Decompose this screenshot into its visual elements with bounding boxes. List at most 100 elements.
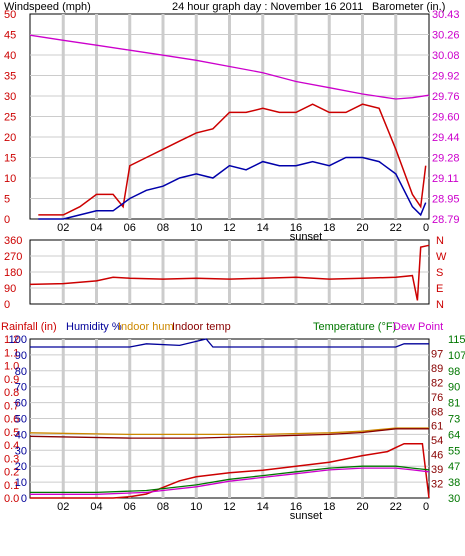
indoor-temp-tick-label: 68 <box>431 406 443 418</box>
compass-label: E <box>436 283 443 295</box>
barometer-tick-label: 30.26 <box>432 30 460 42</box>
humidity-tick-label: 20 <box>15 461 27 473</box>
windspeed-line <box>38 103 427 216</box>
humidity-tick-label: 80 <box>15 366 27 378</box>
indoor-temp-tick-label: 76 <box>431 392 443 404</box>
rainfall-tick-label: 0.9 <box>4 374 19 386</box>
wind-direction-line <box>29 244 430 301</box>
hour-tick-label: 18 <box>323 501 335 513</box>
temperature-tick-label: 64 <box>448 429 460 441</box>
indoor-temp-tick-label: 61 <box>431 421 443 433</box>
graph-title: 24 hour graph day : November 16 2011 <box>172 1 363 13</box>
rainfall-tick-label: 0.0 <box>4 493 19 505</box>
barometer-tick-label: 28.95 <box>432 194 460 206</box>
humidity-tick-label: 70 <box>15 382 27 394</box>
barometer-tick-label: 30.08 <box>432 50 460 62</box>
humidity-tick-label: 0 <box>21 493 27 505</box>
barometer-tick-label: 30.43 <box>432 9 460 21</box>
rainfall-tick-label: 0.7 <box>4 400 19 412</box>
windspeed-tick-label: 25 <box>4 112 16 124</box>
barometer-tick-label: 29.11 <box>432 173 459 185</box>
hour-tick-label: 04 <box>90 501 102 513</box>
direction-tick-label: 270 <box>4 251 22 263</box>
legend-temperature: Temperature (°F) <box>313 321 396 333</box>
rainfall-tick-label: 1.1 <box>4 347 19 359</box>
indoor-temp-tick-label: 97 <box>431 348 443 360</box>
barometer-tick-label: 29.60 <box>432 112 460 124</box>
series-layer <box>29 34 430 499</box>
hour-tick-label: 02 <box>57 501 69 513</box>
windspeed-tick-label: 50 <box>4 9 16 21</box>
hour-tick-label: 14 <box>257 501 269 513</box>
compass-label: S <box>436 267 443 279</box>
indoor-temp-tick-label: 46 <box>431 450 443 462</box>
temperature-tick-label: 107 <box>448 350 465 362</box>
indoor-temp-tick-label: 39 <box>431 464 443 476</box>
hour-tick-label: 08 <box>157 501 169 513</box>
windspeed-tick-label: 40 <box>4 50 16 62</box>
legend-rainfall: Rainfall (in) <box>1 321 57 333</box>
indoor-humidity-line <box>29 427 429 436</box>
temperature-tick-label: 38 <box>448 477 460 489</box>
legend-dew-point: Dew Point <box>393 321 443 333</box>
rainfall-tick-label: 0.1 <box>4 480 19 492</box>
humidity-tick-label: 50 <box>15 414 27 426</box>
wind-axis-title: Windspeed (mph) <box>4 1 91 13</box>
direction-tick-label: 180 <box>4 267 22 279</box>
hour-tick-label: 16 <box>290 222 302 234</box>
rainfall-tick-label: 0.3 <box>4 453 19 465</box>
direction-tick-label: 0 <box>4 299 10 311</box>
humidity-tick-label: 90 <box>15 350 27 362</box>
barometer-tick-label: 29.92 <box>432 71 460 83</box>
temperature-tick-label: 90 <box>448 382 460 394</box>
indoor-temp-tick-label: 89 <box>431 363 443 375</box>
hour-tick-label: 12 <box>223 222 235 234</box>
temperature-tick-label: 98 <box>448 366 460 378</box>
rainfall-tick-label: 0.6 <box>4 414 19 426</box>
temperature-tick-label: 81 <box>448 398 460 410</box>
humidity-tick-label: 60 <box>15 398 27 410</box>
windspeed-tick-label: 15 <box>4 153 16 165</box>
humidity-tick-label: 100 <box>9 334 27 346</box>
hour-tick-label: 02 <box>57 222 69 234</box>
temperature-tick-label: 55 <box>448 445 460 457</box>
windspeed-tick-label: 10 <box>4 173 16 185</box>
hour-tick-label: 06 <box>124 222 136 234</box>
hour-tick-label: 20 <box>356 222 368 234</box>
barometer-tick-label: 28.79 <box>432 214 460 226</box>
barometer-tick-label: 29.44 <box>432 132 460 144</box>
hour-tick-label: 0 <box>423 222 429 234</box>
temperature-tick-label: 73 <box>448 414 460 426</box>
humidity-tick-label: 40 <box>15 429 27 441</box>
indoor-temp-tick-label: 82 <box>431 377 443 389</box>
hour-tick-label: 04 <box>90 222 102 234</box>
temperature-tick-label: 115 <box>448 334 465 346</box>
barometer-axis-title: Barometer (in.) <box>372 1 445 13</box>
compass-label: N <box>436 235 444 247</box>
hour-tick-label: 0 <box>423 501 429 513</box>
barometer-line <box>29 34 430 100</box>
indoor-temp-line <box>29 428 429 439</box>
sunset-label: sunset <box>290 510 322 522</box>
humidity-tick-label: 10 <box>15 477 27 489</box>
hour-tick-label: 18 <box>323 222 335 234</box>
windspeed-tick-label: 5 <box>4 194 10 206</box>
rainfall-tick-label: 0.4 <box>4 440 19 452</box>
humidity-line <box>30 338 429 348</box>
hour-tick-label: 20 <box>356 501 368 513</box>
humidity-tick-label: 30 <box>15 445 27 457</box>
hour-tick-label: 22 <box>390 222 402 234</box>
compass-label: N <box>436 299 444 311</box>
rainfall-line <box>30 442 430 499</box>
legend-indoor-temp: Indoor temp <box>172 321 231 333</box>
rainfall-tick-label: 0.8 <box>4 387 19 399</box>
indoor-temp-tick-label: 54 <box>431 435 443 447</box>
rainfall-tick-label: 0.2 <box>4 467 19 479</box>
hour-tick-label: 06 <box>124 501 136 513</box>
hour-tick-label: 12 <box>223 501 235 513</box>
wind-average-line <box>38 156 427 220</box>
hour-tick-label: 14 <box>257 222 269 234</box>
indoor-temp-tick-label: 32 <box>431 479 443 491</box>
legend-indoor-hum: Indoor hum <box>118 321 174 333</box>
dew-point-line <box>30 467 430 495</box>
